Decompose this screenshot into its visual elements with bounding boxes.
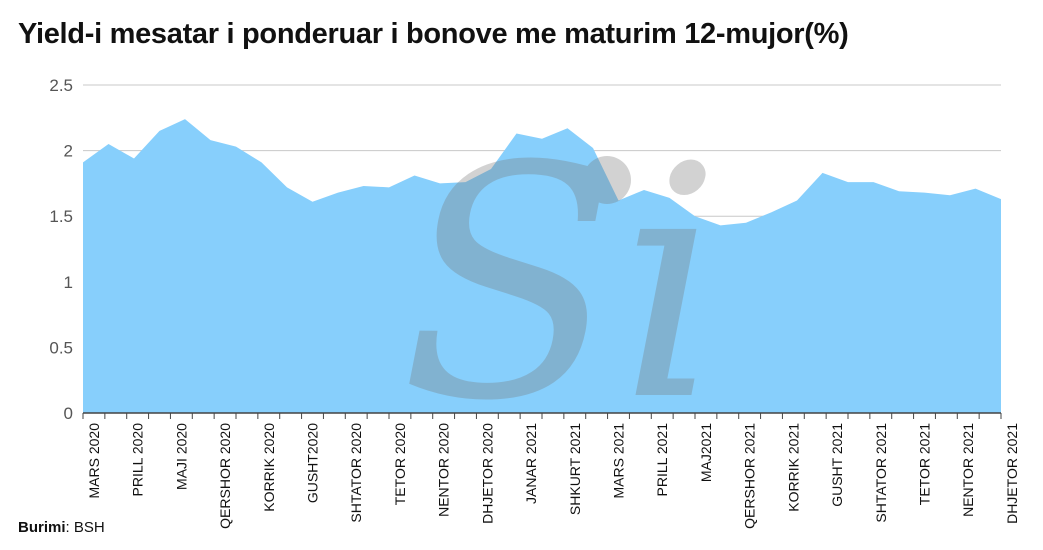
source-note: Burimi: BSH bbox=[18, 519, 105, 536]
watermark-si-logo: Si bbox=[400, 99, 722, 471]
y-tick-label-4: 2 bbox=[64, 142, 73, 161]
x-tick-label-7: TETOR 2020 bbox=[392, 423, 408, 505]
watermark-s: Si bbox=[400, 99, 722, 471]
x-tick-label-9: DHJETOR 2020 bbox=[479, 423, 495, 524]
x-tick-label-19: TETOR 2021 bbox=[917, 423, 933, 505]
x-tick-label-18: SHTATOR 2021 bbox=[873, 423, 889, 523]
x-tick-label-21: DHJETOR 2021 bbox=[1004, 423, 1020, 524]
x-tick-label-4: KORRIK 2020 bbox=[261, 423, 277, 512]
x-tick-label-0: MARS 2020 bbox=[86, 423, 102, 499]
x-tick-label-14: MAJ2021 bbox=[698, 423, 714, 482]
x-tick-label-1: PRILL 2020 bbox=[130, 423, 146, 497]
x-tick-label-2: MAJI 2020 bbox=[173, 423, 189, 490]
x-tick-label-11: SHKURT 2021 bbox=[567, 423, 583, 515]
source-value: BSH bbox=[73, 519, 105, 536]
y-tick-label-1: 0.5 bbox=[49, 338, 73, 357]
x-tick-label-5: GUSHT2020 bbox=[305, 423, 321, 503]
x-tick-label-12: MARS 2021 bbox=[611, 423, 627, 499]
y-tick-label-5: 2.5 bbox=[49, 76, 73, 95]
x-tick-label-10: JANAR 2021 bbox=[523, 423, 539, 504]
x-tick-label-15: QERSHOR 2021 bbox=[742, 423, 758, 529]
x-tick-label-6: SHTATOR 2020 bbox=[348, 423, 364, 523]
x-tick-label-17: GUSHT 2021 bbox=[829, 423, 845, 507]
area-series bbox=[83, 119, 1001, 414]
y-tick-label-2: 1 bbox=[64, 273, 73, 292]
source-separator: : bbox=[65, 519, 70, 536]
y-tick-label-3: 1.5 bbox=[49, 207, 73, 226]
x-tick-label-3: QERSHOR 2020 bbox=[217, 423, 233, 529]
x-tick-label-16: KORRIK 2021 bbox=[785, 423, 801, 512]
watermark-i-dot bbox=[583, 156, 631, 204]
chart-title: Yield-i mesatar i ponderuar i bonove me … bbox=[18, 18, 849, 50]
x-axis-ticks: MARS 2020 PRILL 2020 MAJI 2020 QERSHOR 2020… bbox=[82, 413, 1020, 529]
y-tick-label-0: 0 bbox=[64, 404, 73, 423]
x-tick-label-20: NENTOR 2021 bbox=[960, 423, 976, 517]
x-tick-label-13: PRILL 2021 bbox=[654, 423, 670, 497]
y-axis-ticks: 0 0.5 1 1.5 2 2.5 bbox=[49, 76, 73, 423]
source-label: Burimi bbox=[18, 519, 66, 536]
x-tick-label-8: NENTOR 2020 bbox=[436, 423, 452, 517]
